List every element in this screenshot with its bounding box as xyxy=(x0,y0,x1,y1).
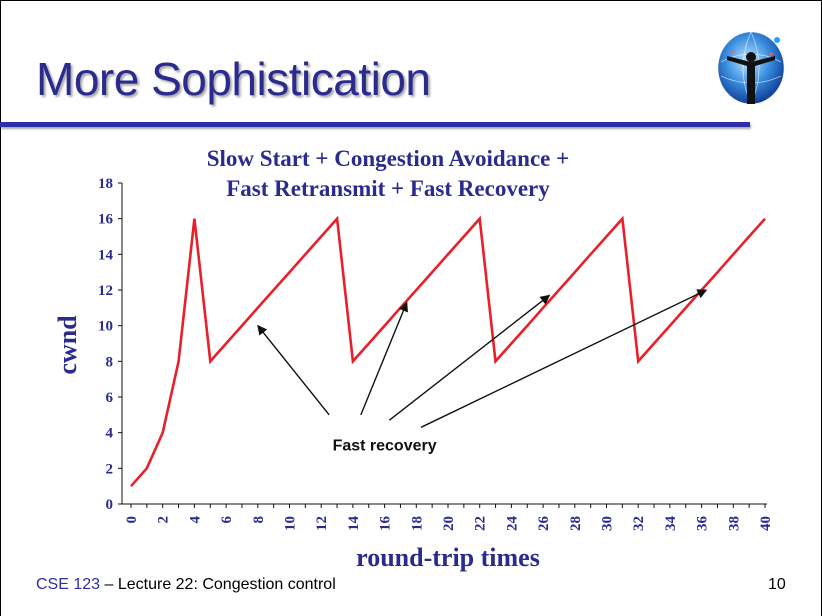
footer-lecture-title: Lecture 22: Congestion control xyxy=(117,576,336,593)
y-tick-label: 14 xyxy=(98,247,114,263)
x-tick-label: 24 xyxy=(504,516,520,532)
x-tick-label: 30 xyxy=(600,516,616,531)
y-tick-label: 8 xyxy=(106,354,114,370)
x-tick-label: 22 xyxy=(473,516,489,531)
page-number: 10 xyxy=(768,576,786,593)
chart-title-line: Fast Retransmit + Fast Recovery xyxy=(226,176,550,201)
x-tick-label: 18 xyxy=(409,516,425,531)
x-tick-label: 34 xyxy=(663,516,679,532)
university-logo-icon xyxy=(717,31,785,105)
x-tick-label: 12 xyxy=(314,516,330,531)
x-tick-label: 28 xyxy=(568,516,584,531)
y-tick-label: 10 xyxy=(98,319,113,335)
x-axis-label: round-trip times xyxy=(356,543,540,572)
x-tick-label: 20 xyxy=(441,516,457,531)
title-underline xyxy=(0,122,750,127)
y-tick-label: 18 xyxy=(98,176,113,192)
x-tick-label: 14 xyxy=(346,516,362,532)
annotation-label-fast-recovery: Fast recovery xyxy=(333,438,437,455)
footer-course: CSE 123 xyxy=(36,576,101,593)
x-tick-label: 38 xyxy=(726,516,742,531)
y-tick-label: 6 xyxy=(106,390,114,406)
x-tick-label: 10 xyxy=(283,516,299,531)
y-axis-label: cwnd xyxy=(53,315,82,375)
annotation-arrow xyxy=(420,289,708,428)
y-tick-label: 12 xyxy=(98,283,113,299)
x-tick-label: 26 xyxy=(536,516,552,532)
x-tick-label: 6 xyxy=(219,516,235,524)
footer-separator: – xyxy=(100,576,118,593)
x-tick-label: 0 xyxy=(124,516,140,524)
x-tick-label: 4 xyxy=(187,516,203,524)
annotation-arrow xyxy=(257,324,330,416)
chart-title-line: Slow Start + Congestion Avoidance + xyxy=(207,146,570,171)
y-tick-label: 0 xyxy=(106,497,114,513)
x-tick-label: 36 xyxy=(695,516,711,532)
x-tick-label: 40 xyxy=(758,516,774,531)
annotation-arrow xyxy=(388,294,551,421)
x-tick-label: 2 xyxy=(156,516,172,524)
y-tick-label: 16 xyxy=(98,212,114,228)
y-tick-label: 4 xyxy=(106,426,114,442)
slide-border-left xyxy=(0,0,1,616)
x-tick-label: 16 xyxy=(378,516,394,532)
x-tick-label: 8 xyxy=(251,516,267,524)
slide-title: More Sophistication xyxy=(36,53,431,105)
slide-border-top xyxy=(0,0,822,1)
footer-lecture: CSE 123 – Lecture 22: Congestion control xyxy=(36,576,336,594)
annotation-arrow xyxy=(360,301,408,416)
x-tick-label: 32 xyxy=(631,516,647,531)
cwnd-series-line xyxy=(130,215,766,488)
y-tick-label: 2 xyxy=(106,461,114,477)
